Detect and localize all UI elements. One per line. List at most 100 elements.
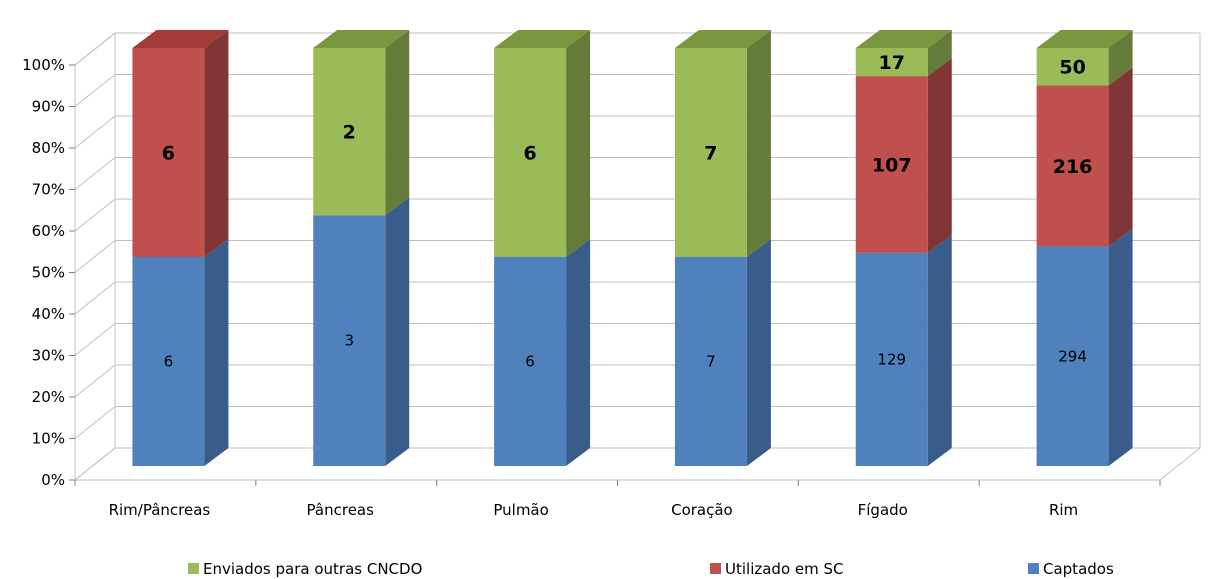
- bar-front: [1036, 48, 1109, 86]
- bar-pancreas-enviados-para-outras-cncdo: [313, 30, 410, 216]
- bar-front: [674, 48, 747, 257]
- bar-front: [674, 257, 747, 466]
- bar-rim-utilizado-em-sc: [1036, 67, 1133, 247]
- legend-item-utilizado-em-sc: Utilizado em SC: [710, 560, 844, 578]
- bar-side: [927, 58, 952, 253]
- gridline-side: [74, 406, 116, 439]
- bar-side: [566, 239, 591, 466]
- bar-side: [927, 234, 952, 466]
- y-tick-label: 10%: [32, 430, 65, 448]
- bar-figado-enviados-para-outras-cncdo: [855, 30, 952, 77]
- legend-item-captados: Captados: [1028, 560, 1114, 578]
- gridline-side: [74, 157, 116, 190]
- x-tick-label-figado: Fígado: [858, 501, 908, 519]
- bar-front: [855, 48, 928, 77]
- gridline-side: [74, 115, 116, 149]
- data-label-rim-pancreas-utilizado-em-sc: 6: [162, 143, 175, 165]
- y-tick-label: 70%: [32, 181, 65, 199]
- x-tick-label-rim-pancreas: Rim/Pâncreas: [109, 501, 211, 519]
- y-tick-label: 80%: [32, 139, 65, 157]
- legend-label: Enviados para outras CNCDO: [203, 560, 422, 578]
- bar-coracao-enviados-para-outras-cncdo: [674, 30, 771, 257]
- y-axis-ticks: 0% 10% 20% 30% 40% 50% 60% 70% 80% 90% 100%: [22, 56, 75, 489]
- x-tick-label-pancreas: Pâncreas: [307, 501, 375, 519]
- y-tick-label: 40%: [32, 305, 65, 323]
- legend-item-enviados-para-outras-cncdo: Enviados para outras CNCDO: [188, 560, 422, 578]
- data-label-pancreas-captados: 3: [344, 332, 354, 350]
- data-label-figado-captados: 129: [877, 350, 906, 368]
- bar-side: [746, 239, 771, 466]
- bar-figado-captados: [855, 234, 952, 466]
- gridline-side: [74, 281, 116, 315]
- x-tick-label-coracao: Coração: [671, 501, 733, 519]
- bar-side: [204, 239, 229, 466]
- bar-side: [385, 197, 410, 466]
- bar-pancreas-captados: [313, 197, 410, 466]
- bar-front: [313, 48, 386, 216]
- bar-front: [494, 257, 567, 466]
- bar-top: [313, 30, 410, 48]
- data-label-figado-utilizado-em-sc: 107: [872, 154, 912, 176]
- y-tick-label: 0%: [41, 471, 65, 489]
- bar-side: [1108, 228, 1133, 466]
- y-tick-label: 30%: [32, 347, 65, 365]
- legend-label: Utilizado em SC: [725, 560, 844, 578]
- data-label-rim-enviados-para-outras-cncdo: 50: [1059, 57, 1085, 79]
- data-label-pulmao-captados: 6: [525, 353, 535, 371]
- bar-pulmao-captados: [494, 239, 591, 466]
- bar-front: [1036, 85, 1109, 247]
- bar-top: [132, 30, 229, 48]
- bar-front: [855, 76, 928, 253]
- bar-side: [204, 30, 229, 257]
- x-axis: Rim/Pâncreas Pâncreas Pulmão Coração Fígado R…: [74, 480, 1161, 519]
- gridlines: [74, 32, 1200, 481]
- bar-top: [1036, 30, 1133, 48]
- y-tick-label: 50%: [32, 264, 65, 282]
- bar-front: [494, 48, 567, 257]
- bar-front: [855, 252, 928, 466]
- x-tick-label-pulmao: Pulmão: [493, 501, 548, 519]
- data-label-rim-utilizado-em-sc: 216: [1053, 156, 1093, 178]
- bar-side: [1108, 30, 1133, 86]
- gridline-side: [74, 447, 116, 481]
- legend-swatch: [1028, 563, 1039, 574]
- bar-rim-pancreas-utilizado-em-sc: [132, 30, 229, 257]
- gridline-side: [74, 364, 116, 398]
- data-label-coracao-enviados-para-outras-cncdo: 7: [704, 143, 717, 165]
- bar-front: [132, 48, 205, 257]
- bar-front: [313, 215, 386, 466]
- data-label-rim-captados: 294: [1058, 347, 1087, 365]
- bar-figado-utilizado-em-sc: [855, 58, 952, 253]
- bar-rim-captados: [1036, 228, 1133, 466]
- bar-rim-enviados-para-outras-cncdo: [1036, 30, 1133, 86]
- gridline-side: [74, 74, 116, 107]
- data-label-pulmao-enviados-para-outras-cncdo: 6: [523, 143, 536, 165]
- y-tick-label: 90%: [32, 98, 65, 116]
- legend-swatch: [710, 563, 721, 574]
- floor: [73, 447, 1202, 481]
- bar-top: [674, 30, 771, 48]
- data-labels: 6 6 3 2 6 6 7 7 129 107 17 294 216 50: [162, 52, 1093, 370]
- bar-top: [494, 30, 591, 48]
- data-label-coracao-captados: 7: [706, 353, 716, 371]
- bar-front: [132, 257, 205, 466]
- legend-swatch: [188, 563, 199, 574]
- bar-front: [1036, 246, 1109, 466]
- y-tick-label: 60%: [32, 222, 65, 240]
- bars: [132, 30, 1133, 466]
- bar-side: [1108, 67, 1133, 247]
- bar-rim-pancreas-captados: [132, 239, 229, 466]
- bar-side: [566, 30, 591, 257]
- data-label-rim-pancreas-captados: 6: [164, 353, 174, 371]
- legend: Enviados para outras CNCDO Utilizado em S…: [188, 560, 1114, 578]
- gridline-side: [74, 240, 116, 273]
- bar-coracao-captados: [674, 239, 771, 466]
- x-tick-label-rim: Rim: [1049, 501, 1078, 519]
- chart-walls: [73, 32, 1202, 481]
- data-label-figado-enviados-para-outras-cncdo: 17: [879, 52, 905, 74]
- gridline-side: [74, 323, 116, 356]
- data-label-pancreas-enviados-para-outras-cncdo: 2: [343, 122, 356, 144]
- bar-top: [855, 30, 952, 48]
- y-tick-label: 100%: [22, 56, 65, 74]
